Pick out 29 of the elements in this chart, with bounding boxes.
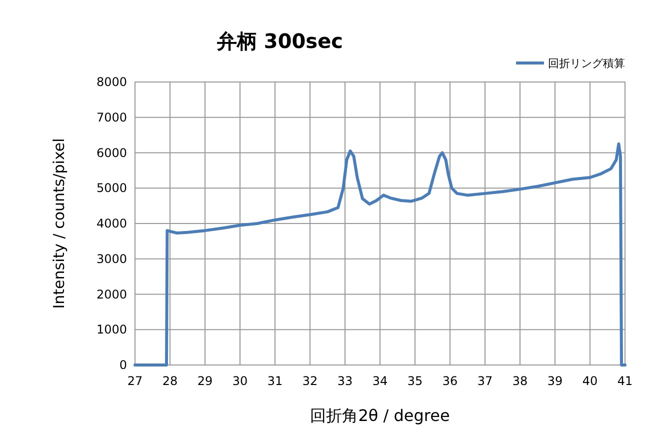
x-tick-label: 37 <box>477 374 493 388</box>
y-tick-label: 2000 <box>96 287 127 302</box>
legend-label: 回折リング積算 <box>548 57 625 70</box>
y-tick-label: 4000 <box>96 216 127 230</box>
x-tick-label: 36 <box>442 374 458 388</box>
x-tick-label: 32 <box>302 374 318 388</box>
y-tick-label: 5000 <box>96 181 127 196</box>
y-tick-label: 7000 <box>96 110 127 124</box>
y-tick-label: 3000 <box>96 252 127 266</box>
x-tick-label: 27 <box>127 374 143 388</box>
x-tick-label: 35 <box>407 374 423 388</box>
x-tick-label: 29 <box>197 374 213 388</box>
line-series <box>134 142 626 366</box>
x-tick-label: 39 <box>547 374 563 388</box>
chart-title: 弁柄 300sec <box>216 29 344 53</box>
x-tick-label: 31 <box>267 374 283 388</box>
y-tick-label: 0 <box>119 358 127 372</box>
y-tick-label: 1000 <box>96 322 127 337</box>
x-axis-title: 回折角2θ / degree <box>310 406 450 425</box>
y-tick-label: 8000 <box>96 75 127 89</box>
x-tick-label: 34 <box>372 374 388 388</box>
x-tick-label: 38 <box>512 374 528 388</box>
x-tick-label: 40 <box>582 374 598 388</box>
y-axis-title: Intensity / counts/pixel <box>50 138 68 309</box>
x-tick-label: 41 <box>617 374 633 388</box>
x-tick-label: 30 <box>232 374 248 388</box>
x-tick-label: 33 <box>337 374 353 388</box>
y-tick-label: 6000 <box>96 146 127 160</box>
x-tick-label: 28 <box>162 374 178 388</box>
